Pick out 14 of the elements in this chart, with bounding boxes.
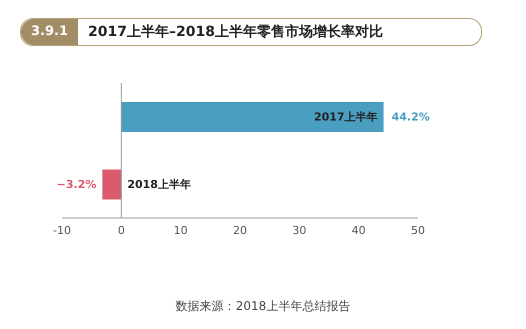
x-tick-label: 50: [411, 224, 425, 237]
x-tick-label: -10: [53, 224, 71, 237]
x-tick-label: 0: [118, 224, 125, 237]
chart-subtitle: 3.9.1: [21, 19, 78, 45]
x-tick-label: 20: [233, 224, 247, 237]
chart-title: 2017上半年–2018上半年零售市场增长率对比: [88, 23, 383, 41]
data-label: 44.2%: [392, 110, 430, 124]
data-label: −3.2%: [56, 178, 96, 191]
x-tick-label: 40: [352, 224, 366, 237]
x-tick-label: 30: [292, 224, 306, 237]
source-note: 数据来源：2018上半年总结报告: [174, 298, 352, 315]
y-tick-label: 2018上半年: [127, 178, 191, 191]
y-tick-label: 2017上半年: [314, 110, 378, 124]
x-tick-label: 10: [174, 224, 188, 237]
